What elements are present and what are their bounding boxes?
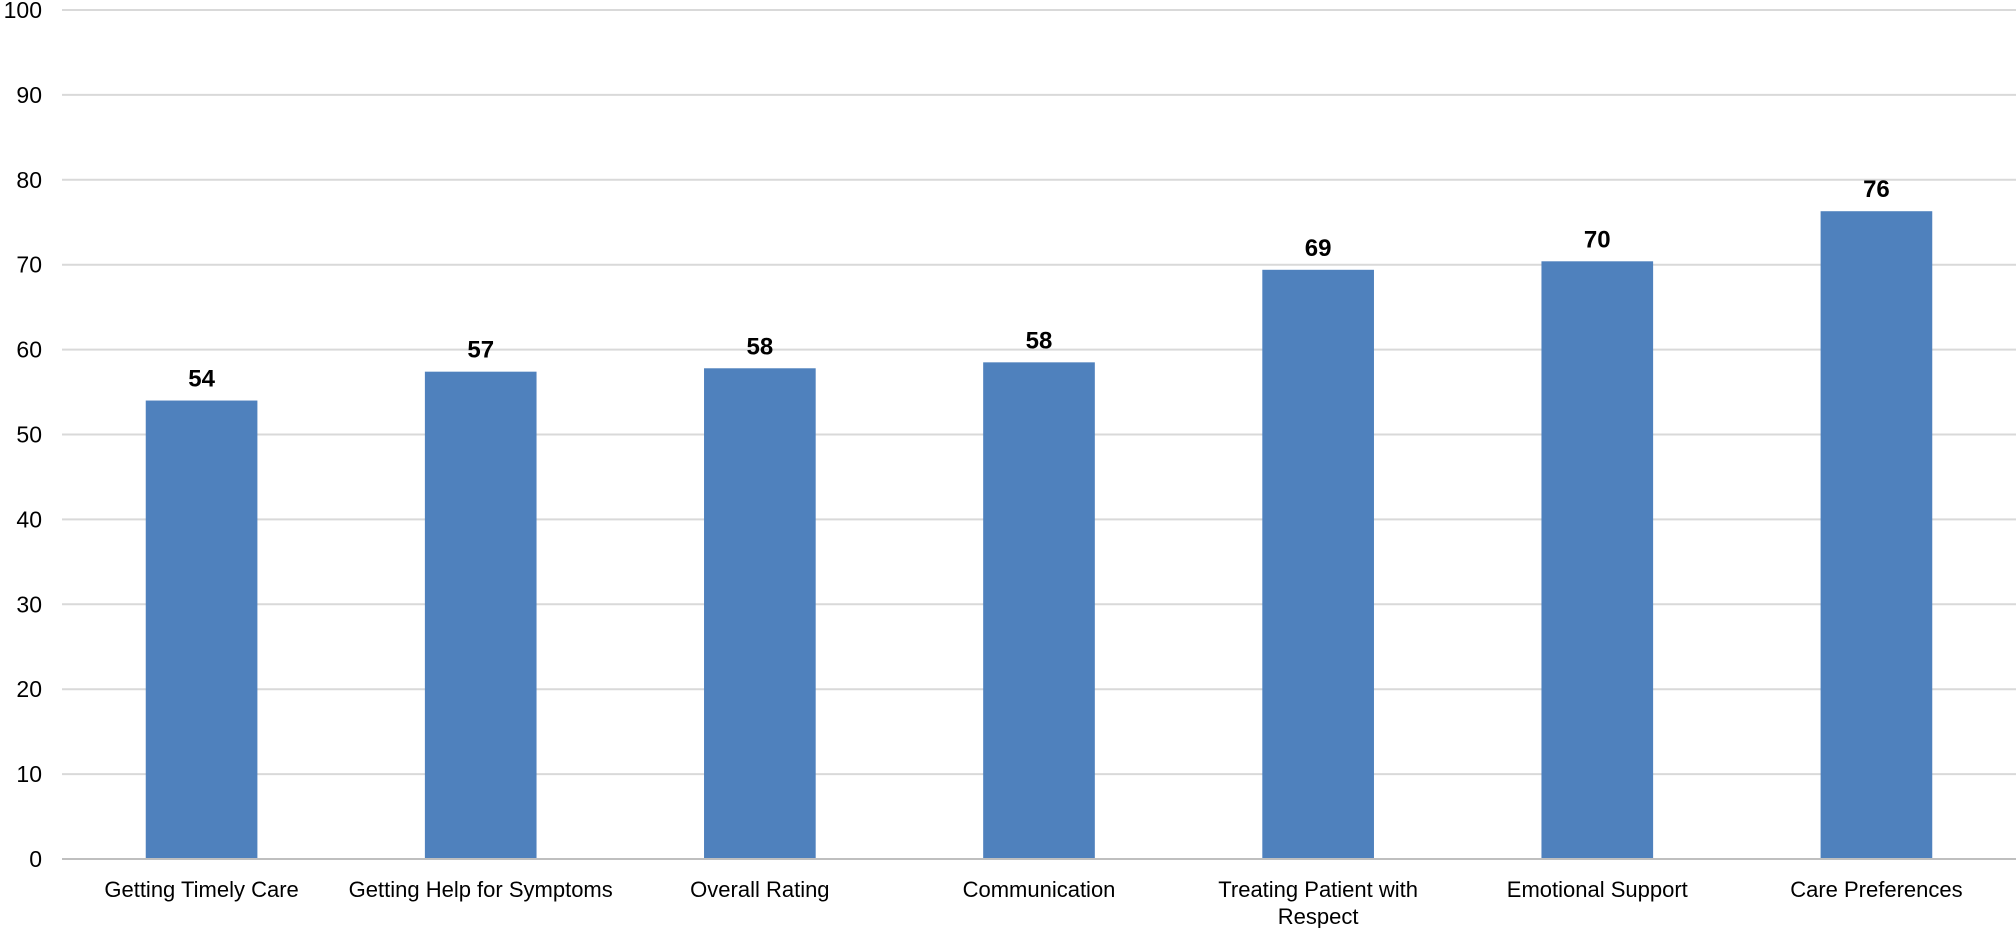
x-category-label: Communication bbox=[963, 877, 1116, 902]
y-tick-label: 10 bbox=[16, 761, 42, 787]
x-category-label: Emotional Support bbox=[1507, 877, 1688, 902]
y-tick-label: 40 bbox=[16, 506, 42, 532]
y-tick-label: 90 bbox=[16, 82, 42, 108]
bar bbox=[1820, 211, 1933, 859]
y-tick-label: 20 bbox=[16, 676, 42, 702]
y-tick-label: 50 bbox=[16, 422, 42, 448]
y-tick-label: 80 bbox=[16, 167, 42, 193]
data-label: 58 bbox=[747, 333, 774, 360]
bars bbox=[145, 211, 1933, 860]
y-tick-label: 0 bbox=[29, 846, 42, 872]
x-category-label: Overall Rating bbox=[690, 877, 829, 902]
bar bbox=[1541, 261, 1654, 860]
bar bbox=[145, 400, 258, 859]
y-tick-label: 30 bbox=[16, 591, 42, 617]
data-label: 70 bbox=[1584, 226, 1611, 253]
y-axis-tick-labels: 0 10 20 30 40 50 60 70 80 90 100 bbox=[4, 0, 42, 872]
x-category-label: Getting Timely Care bbox=[104, 877, 298, 902]
x-category-label: Treating Patient with Respect bbox=[1218, 877, 1418, 928]
x-category-label: Care Preferences bbox=[1790, 877, 1962, 902]
bar bbox=[1262, 269, 1374, 859]
data-label: 57 bbox=[467, 337, 494, 364]
data-labels: 54 57 58 58 69 70 76 bbox=[188, 176, 1890, 392]
x-axis-category-labels: Getting Timely Care Getting Help for Symp… bbox=[104, 877, 1962, 928]
bar bbox=[983, 362, 1095, 859]
data-label: 69 bbox=[1305, 235, 1332, 262]
data-label: 58 bbox=[1026, 327, 1053, 354]
x-category-label: Getting Help for Symptoms bbox=[349, 877, 613, 902]
bar bbox=[424, 371, 537, 859]
y-tick-label: 60 bbox=[16, 337, 42, 363]
y-tick-label: 100 bbox=[4, 0, 42, 23]
bar bbox=[704, 368, 816, 859]
y-tick-label: 70 bbox=[16, 252, 42, 278]
data-label: 54 bbox=[188, 366, 215, 393]
data-label: 76 bbox=[1863, 176, 1890, 203]
